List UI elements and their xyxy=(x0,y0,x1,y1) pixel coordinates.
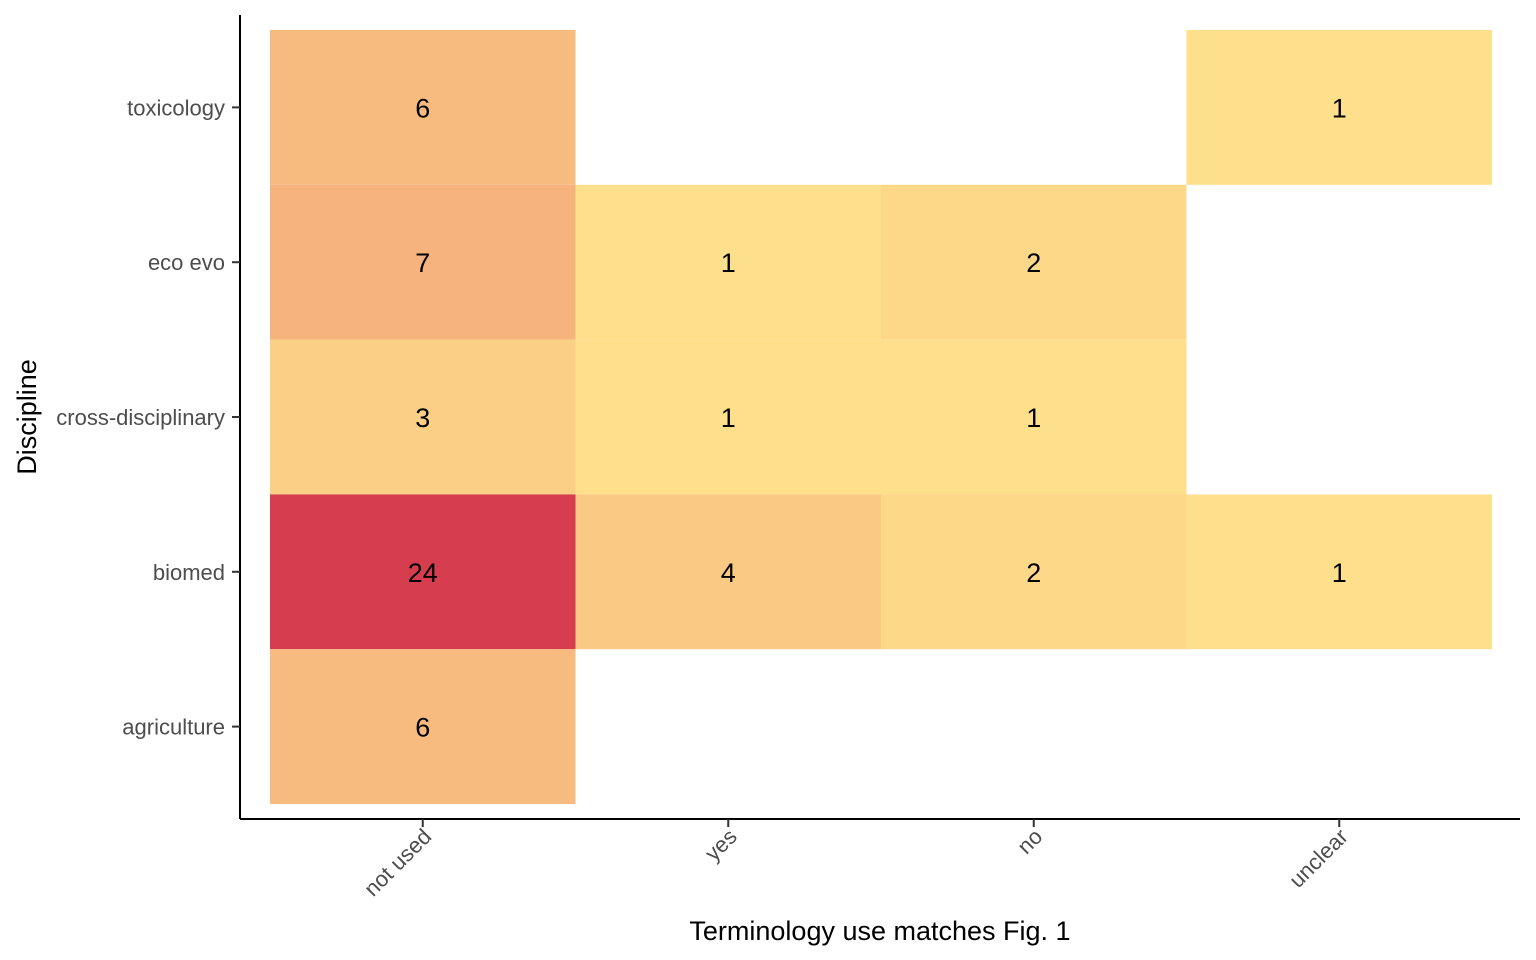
heatmap-cells xyxy=(270,30,1492,804)
cell-value-label: 4 xyxy=(721,558,736,588)
heatmap-cell xyxy=(881,184,1187,340)
heatmap-cell xyxy=(881,339,1187,495)
cell-value-label: 24 xyxy=(408,558,438,588)
cell-value-label: 3 xyxy=(415,403,430,433)
heatmap-cell xyxy=(270,30,576,185)
cell-value-label: 2 xyxy=(1026,248,1041,278)
y-axis-ticks: agriculture biomed cross-disciplinary eco e… xyxy=(56,95,240,740)
y-tick-label: eco evo xyxy=(148,250,225,275)
heatmap-cell xyxy=(1186,30,1492,185)
x-tick-label: no xyxy=(1012,824,1047,859)
y-tick-label: biomed xyxy=(153,560,225,585)
x-tick-label: not used xyxy=(359,824,436,901)
heatmap-cell xyxy=(575,184,881,340)
y-axis-title: Discipline xyxy=(12,359,42,475)
y-tick-label: cross-disciplinary xyxy=(56,405,225,430)
heatmap-cell xyxy=(270,339,576,495)
x-axis-ticks: not used yes no unclear xyxy=(359,819,1353,901)
cell-value-label: 1 xyxy=(721,403,736,433)
heatmap-cell xyxy=(575,339,881,495)
cell-value-label: 1 xyxy=(1026,403,1041,433)
heatmap-cell xyxy=(1186,494,1492,650)
cell-value-label: 1 xyxy=(721,248,736,278)
heatmap-cell xyxy=(270,184,576,340)
y-tick-label: agriculture xyxy=(122,715,225,740)
cell-labels: 6 1 7 1 2 3 1 1 24 4 2 1 6 xyxy=(408,93,1347,742)
heatmap-cell xyxy=(270,649,576,804)
x-axis-title: Terminology use matches Fig. 1 xyxy=(689,916,1070,946)
heatmap-cell xyxy=(270,494,576,650)
cell-value-label: 6 xyxy=(415,93,430,123)
cell-value-label: 1 xyxy=(1332,558,1347,588)
heatmap-cell xyxy=(575,494,881,650)
heatmap-cell xyxy=(881,494,1187,650)
cell-value-label: 2 xyxy=(1026,558,1041,588)
y-tick-label: toxicology xyxy=(127,95,225,120)
x-tick-label: yes xyxy=(700,824,742,866)
cell-value-label: 1 xyxy=(1332,93,1347,123)
x-tick-label: unclear xyxy=(1284,824,1353,893)
cell-value-label: 6 xyxy=(415,713,430,743)
cell-value-label: 7 xyxy=(415,248,430,278)
